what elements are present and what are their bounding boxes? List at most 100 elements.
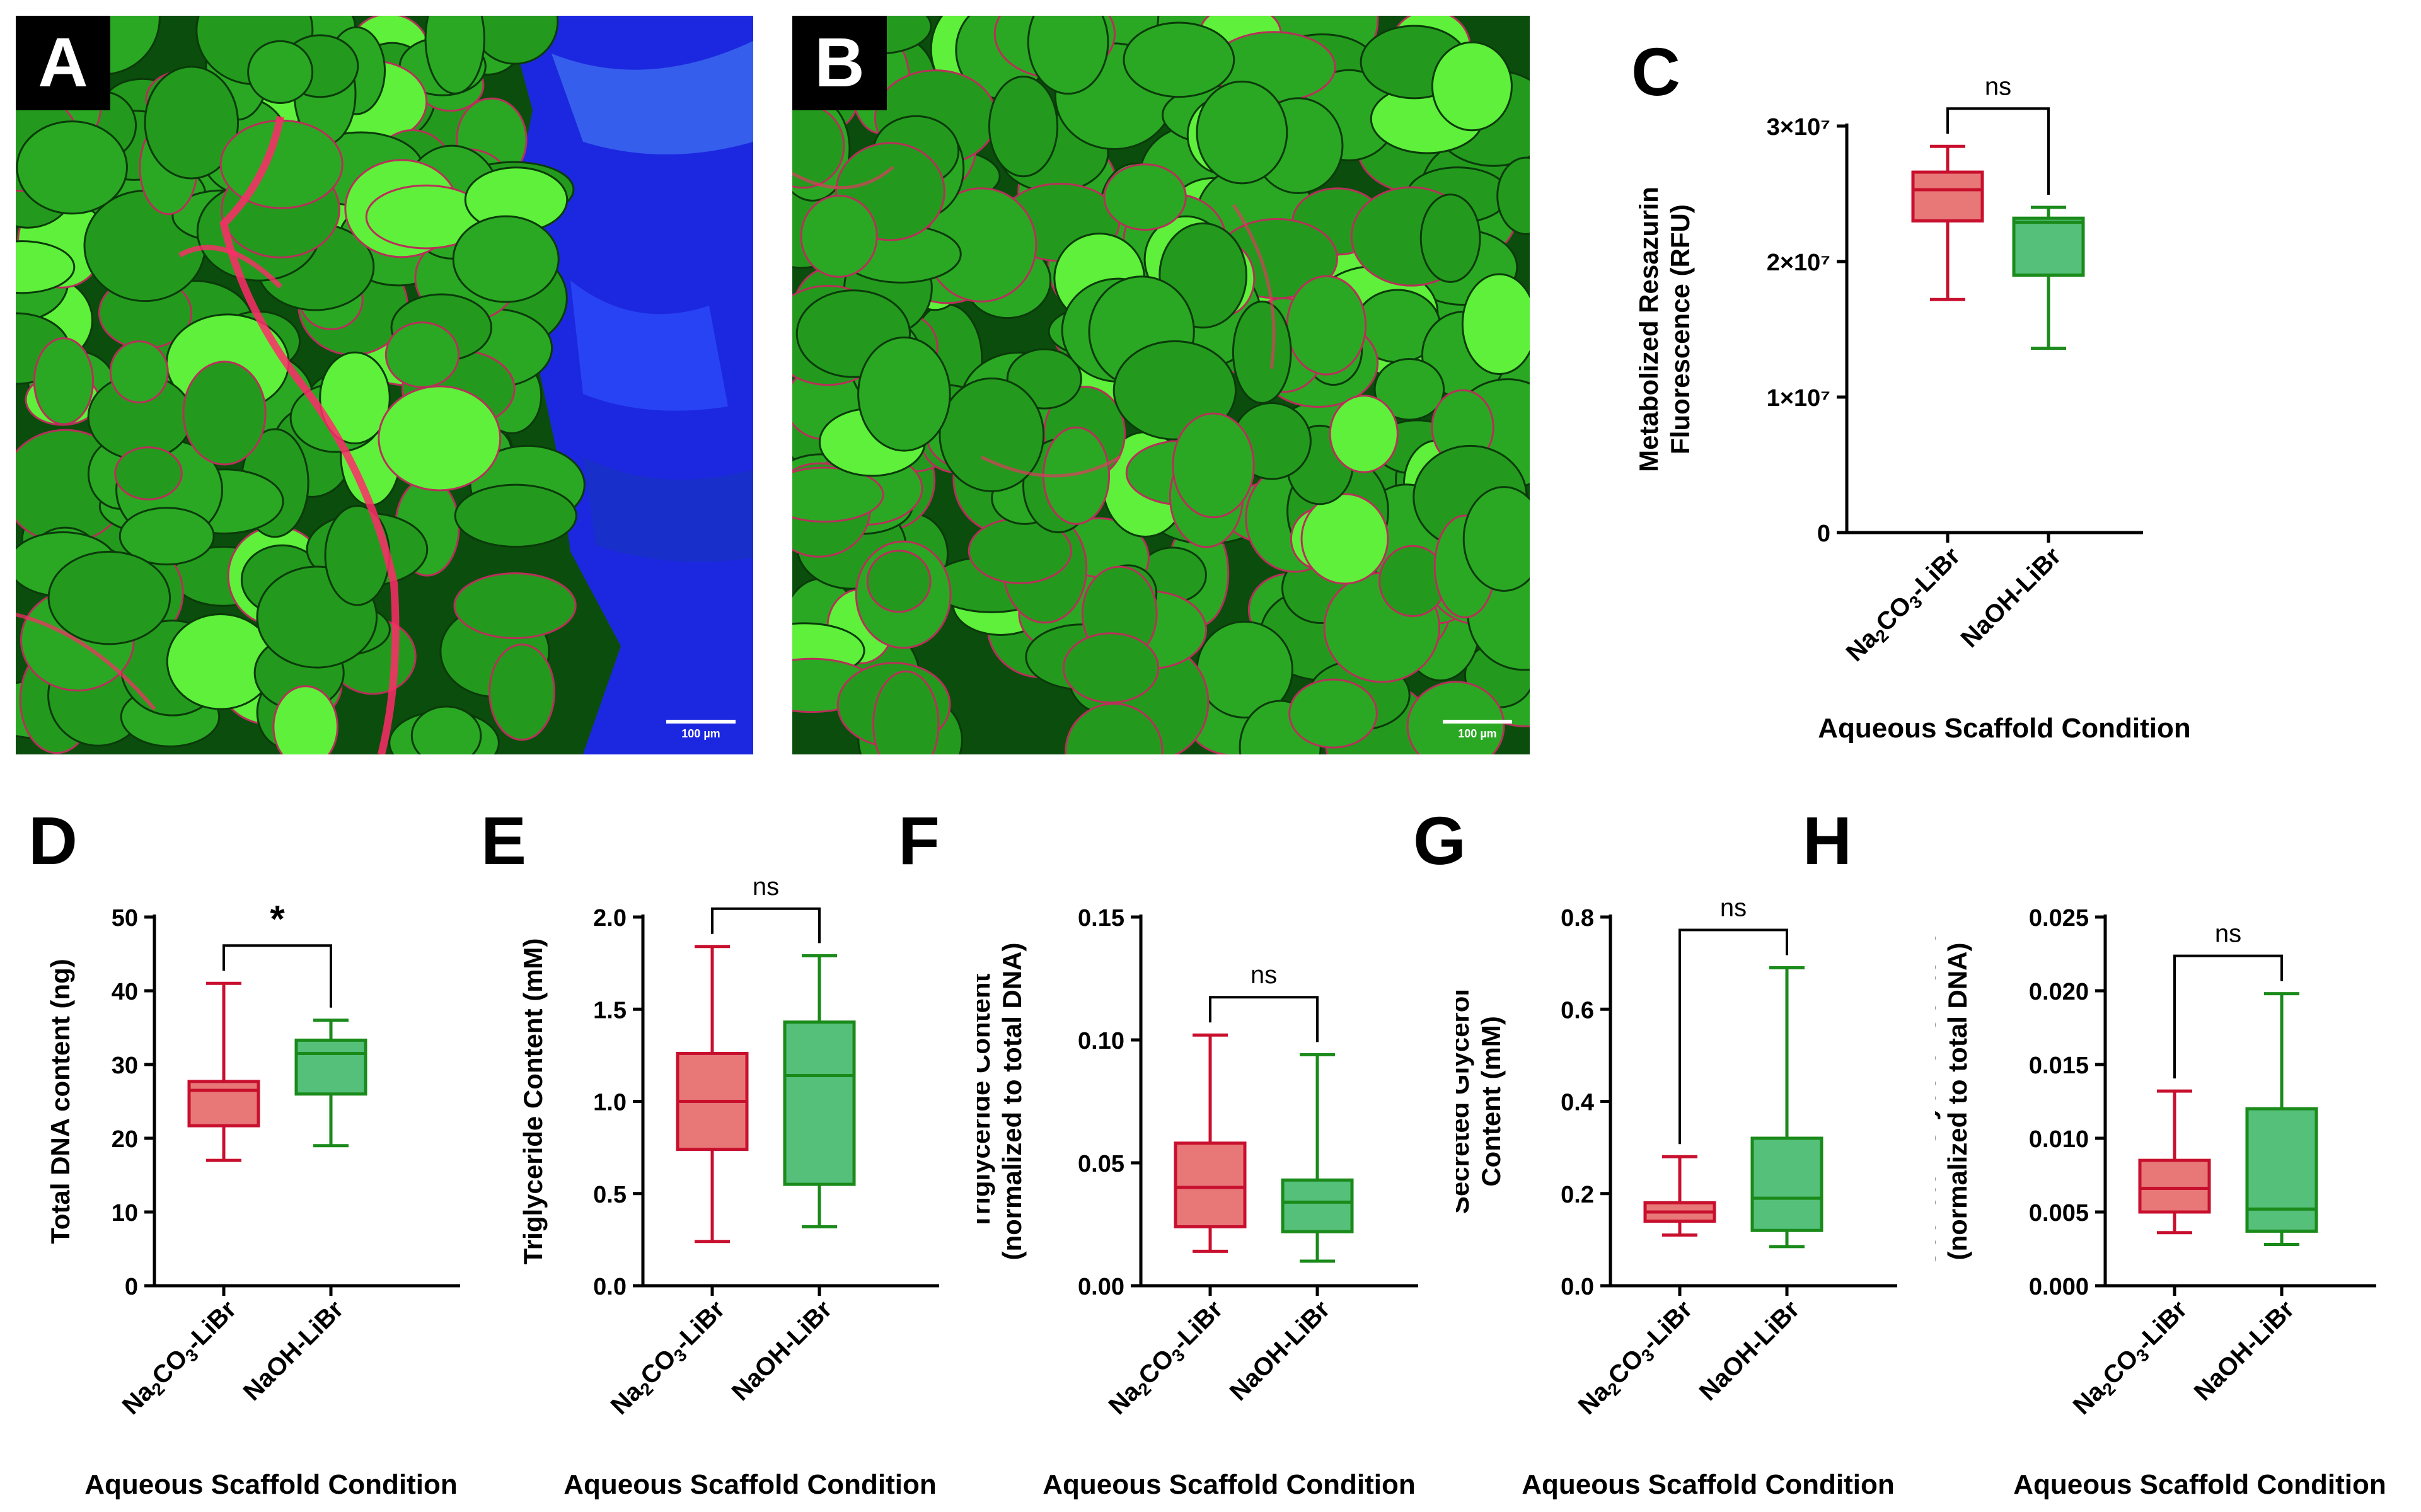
micrograph-b-image xyxy=(792,16,1530,754)
y-tick-label: 0.15 xyxy=(1078,905,1124,932)
x-tick-label: Na2CO3-LiBr xyxy=(606,1295,733,1423)
chart-e: 0.0 0.5 1.0 1.5 2.0 Triglyceride Content (mM)… xyxy=(518,873,939,1500)
significance-label: ns xyxy=(1985,76,2011,100)
y-tick-label: 3×10⁷ xyxy=(1767,114,1830,141)
panel-label-h: H xyxy=(1803,802,1852,879)
y-tick-label: 0.025 xyxy=(2029,905,2089,932)
significance-bracket xyxy=(711,907,821,944)
y-axis-title: Fluorescence (RFU) xyxy=(1665,204,1695,454)
micrograph-b: B 100 µm xyxy=(792,16,1530,754)
y-tick-label: 2×10⁷ xyxy=(1767,250,1830,276)
x-tick-label: NaOH-LiBr xyxy=(1956,542,2067,653)
y-tick-label: 1.0 xyxy=(593,1090,627,1116)
significance-bracket xyxy=(222,944,332,1008)
y-tick-label: 0.4 xyxy=(1561,1090,1594,1116)
y-axis-title: (normalized to total DNA) xyxy=(1943,943,1972,1261)
y-tick-label: 0.5 xyxy=(593,1182,627,1208)
y-tick-label: 40 xyxy=(112,979,138,1005)
x-axis-title: Aqueous Scaffold Condition xyxy=(1818,713,2191,744)
y-tick-label: 0.010 xyxy=(2029,1126,2089,1153)
x-tick-label: Na2CO3-LiBr xyxy=(117,1295,245,1423)
box-iqr xyxy=(1174,1141,1247,1228)
panel-label-b: B xyxy=(792,16,887,110)
y-tick-label: 0.015 xyxy=(2029,1053,2089,1079)
scale-bar-b: 100 µm xyxy=(1443,720,1512,741)
x-axis-title: Aqueous Scaffold Condition xyxy=(2013,1469,2386,1500)
y-tick-label: 0.2 xyxy=(1561,1182,1594,1208)
x-tick-label: Na2CO3-LiBr xyxy=(1841,542,1968,669)
box-iqr xyxy=(2138,1158,2211,1214)
y-tick-label: 0.05 xyxy=(1078,1151,1124,1177)
micrograph-a-image xyxy=(16,16,753,754)
panel-label-g: G xyxy=(1413,802,1467,879)
panel-label-e: E xyxy=(481,802,527,879)
scale-bar-b-label: 100 µm xyxy=(1458,727,1497,740)
box-iqr xyxy=(187,1080,260,1128)
chart-h: 0.000 0.005 0.010 0.015 0.020 0.025 Secreted G… xyxy=(1935,905,2386,1500)
y-axis-title: Triglyceride Content xyxy=(977,973,995,1229)
y-tick-label: 0.10 xyxy=(1078,1028,1124,1054)
y-tick-label: 0.020 xyxy=(2029,979,2089,1005)
y-tick-label: 50 xyxy=(112,905,138,932)
significance-label: ns xyxy=(2215,920,2241,948)
x-axis-title: Aqueous Scaffold Condition xyxy=(563,1469,937,1500)
y-tick-label: 0.0 xyxy=(1561,1274,1594,1300)
y-tick-label: 2.0 xyxy=(593,905,627,932)
y-tick-label: 0.00 xyxy=(1078,1274,1124,1300)
significance-label: ns xyxy=(1251,961,1277,989)
chart-d: 0 10 20 30 40 50 Total DNA content (ng) Na2CO3-… xyxy=(45,897,460,1500)
micrograph-a: A 100 µm xyxy=(16,16,753,754)
box-iqr xyxy=(1911,170,1984,223)
significance-bracket xyxy=(2173,954,2283,1079)
y-axis-title: Content (mM) xyxy=(1476,1016,1506,1187)
chart-c: 0 1×10⁷ 2×10⁷ 3×10⁷ Metabolized Resazurin Flu… xyxy=(1639,76,2191,744)
y-tick-label: 30 xyxy=(112,1053,138,1079)
y-tick-label: 0 xyxy=(1817,521,1830,547)
chart-g: 0.0 0.2 0.4 0.6 0.8 Secreted Glycerol Content … xyxy=(1456,894,1897,1500)
y-tick-label: 0.000 xyxy=(2029,1274,2089,1300)
x-tick-label: NaOH-LiBr xyxy=(1694,1295,1805,1406)
y-tick-label: 0.005 xyxy=(2029,1200,2089,1226)
box-iqr xyxy=(2245,1107,2318,1233)
y-tick-label: 10 xyxy=(112,1200,138,1226)
y-tick-label: 0 xyxy=(125,1274,138,1300)
y-tick-label: 0.6 xyxy=(1561,997,1594,1024)
x-axis-title: Aqueous Scaffold Condition xyxy=(1043,1469,1416,1500)
y-axis-title: Metabolized Resazurin xyxy=(1639,187,1663,472)
panel-label-f: F xyxy=(898,802,940,879)
x-tick-label: NaOH-LiBr xyxy=(727,1295,838,1406)
x-tick-label: NaOH-LiBr xyxy=(238,1295,349,1406)
x-tick-label: Na2CO3-LiBr xyxy=(2068,1295,2195,1423)
x-tick-label: Na2CO3-LiBr xyxy=(1104,1295,1231,1423)
significance-bracket xyxy=(1679,928,1788,1145)
chart-f: 0.00 0.05 0.10 0.15 Triglyceride Content (nor… xyxy=(977,905,1418,1500)
y-axis-title: Triglyceride Content (mM) xyxy=(518,938,548,1264)
box-iqr xyxy=(1750,1136,1823,1232)
x-tick-label: NaOH-LiBr xyxy=(1225,1295,1336,1406)
significance-label: ns xyxy=(1720,894,1747,921)
y-tick-label: 1×10⁷ xyxy=(1767,385,1830,412)
x-tick-label: Na2CO3-LiBr xyxy=(1573,1295,1701,1423)
x-axis-title: Aqueous Scaffold Condition xyxy=(84,1469,458,1500)
y-axis-title: Secreted Glycerol Content xyxy=(1935,935,1941,1267)
panel-label-d: D xyxy=(28,802,78,879)
scale-bar-a: 100 µm xyxy=(666,720,736,741)
y-axis-title: Secreted Glycerol xyxy=(1456,989,1474,1214)
panel-label-c: C xyxy=(1631,33,1680,110)
y-tick-label: 0.0 xyxy=(593,1274,627,1300)
box-iqr xyxy=(1281,1178,1354,1233)
y-tick-label: 0.8 xyxy=(1561,905,1594,932)
box-iqr xyxy=(2012,216,2085,277)
significance-bracket xyxy=(1209,996,1319,1042)
scale-bar-a-label: 100 µm xyxy=(681,727,720,740)
x-tick-label: NaOH-LiBr xyxy=(2189,1295,2300,1406)
significance-label: * xyxy=(270,897,285,940)
x-axis-title: Aqueous Scaffold Condition xyxy=(1522,1469,1895,1500)
y-tick-label: 20 xyxy=(112,1126,138,1153)
significance-bracket xyxy=(1946,107,2050,195)
box-iqr xyxy=(783,1020,856,1186)
significance-label: ns xyxy=(753,873,779,901)
y-tick-label: 1.5 xyxy=(593,997,627,1024)
y-axis-title: (normalized to total DNA) xyxy=(997,943,1027,1261)
panel-label-a: A xyxy=(16,16,110,110)
